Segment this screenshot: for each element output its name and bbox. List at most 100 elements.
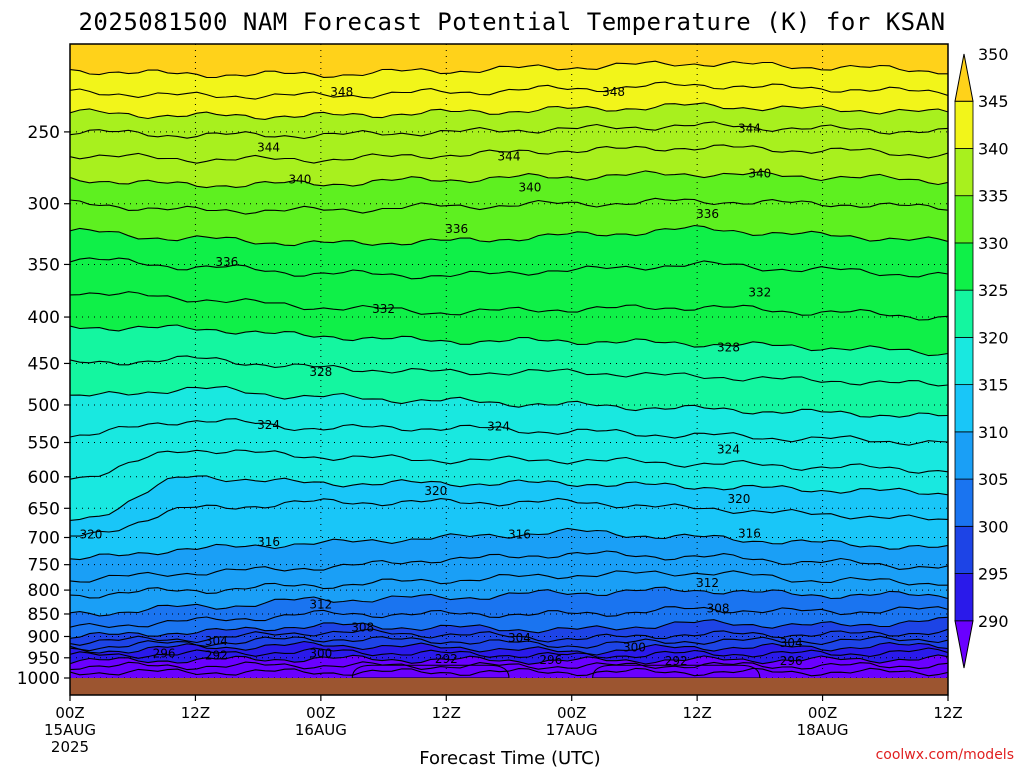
colorbar-tick-label: 315 <box>978 376 1009 395</box>
colorbar: 290 295 300 305 310 315 320 325 330 335 340 345 350 <box>954 45 1009 669</box>
contour-label-300: 300 <box>309 647 332 661</box>
contour-label-text: 324 <box>717 443 740 457</box>
x-tick-label: 12Z <box>432 704 461 722</box>
chart-title: 2025081500 NAM Forecast Potential Temper… <box>78 8 945 36</box>
contour-316 <box>70 527 948 561</box>
contour-label-328: 328 <box>717 340 740 354</box>
contour-line-layer <box>70 60 948 677</box>
contour-340 <box>70 170 948 189</box>
colorbar-tick-label: 300 <box>978 517 1009 536</box>
contour-label-320: 320 <box>424 484 447 498</box>
y-tick-label: 750 <box>28 556 60 576</box>
contour-label-324: 324 <box>257 418 280 432</box>
colorbar-tick-label: 335 <box>978 187 1009 206</box>
contour-label-text: 324 <box>487 419 510 433</box>
colorbar-swatch-340 <box>954 148 974 197</box>
contour-label-308: 308 <box>351 621 374 635</box>
contour-label-328: 328 <box>309 365 332 379</box>
contour-label-layer: 348 348 344 344 344 340 340 340 336 336 336 332 332 3… <box>79 85 802 668</box>
contour-350 <box>70 60 948 79</box>
contour-label-292: 292 <box>205 649 228 663</box>
contour-label-text: 316 <box>738 527 761 541</box>
colorbar-tick-label: 325 <box>978 281 1009 300</box>
contour-324 <box>70 418 948 446</box>
contour-326 <box>70 385 948 418</box>
x-tick-date: 17AUG <box>546 721 598 739</box>
colorbar-swatch-295 <box>954 573 974 622</box>
contour-label-text: 308 <box>707 601 730 615</box>
contour-336 <box>70 224 948 247</box>
contour-label-312: 312 <box>696 576 719 590</box>
contour-342 <box>70 144 948 164</box>
y-tick-label: 900 <box>28 627 60 647</box>
contour-label-text: 328 <box>309 365 332 379</box>
contour-label-text: 336 <box>445 222 468 236</box>
contour-296 <box>70 654 948 665</box>
contour-label-text: 296 <box>539 653 562 667</box>
contour-label-316: 316 <box>508 528 531 542</box>
colorbar-swatch-325 <box>954 289 974 338</box>
contour-label-292: 292 <box>435 652 458 666</box>
contour-label-text: 336 <box>696 207 719 221</box>
contour-302 <box>70 635 948 652</box>
x-axis-label: Forecast Time (UTC) <box>419 748 600 768</box>
colorbar-swatch-345 <box>954 100 974 149</box>
x-tick-year: 2025 <box>51 738 89 756</box>
contour-label-312: 312 <box>309 598 332 612</box>
colorbar-swatch-320 <box>954 336 974 386</box>
colorbar-tick-label: 295 <box>978 565 1009 584</box>
x-tick-label: 00Z <box>808 704 837 722</box>
colorbar-swatch-335 <box>954 195 974 244</box>
contour-label-text: 292 <box>435 652 458 666</box>
y-tick-label: 250 <box>28 123 60 143</box>
contour-label-text: 332 <box>372 302 395 316</box>
contour-label-text: 300 <box>309 647 332 661</box>
y-tick-label: 450 <box>28 354 60 374</box>
contour-label-348: 348 <box>602 85 625 99</box>
contour-label-text: 312 <box>696 576 719 590</box>
contour-label-text: 316 <box>508 528 531 542</box>
contour-label-text: 304 <box>508 631 531 645</box>
colorbar-swatch-330 <box>954 242 974 291</box>
contour-label-text: 312 <box>309 598 332 612</box>
y-tick-label: 400 <box>28 308 60 328</box>
contour-label-text: 340 <box>518 181 541 195</box>
x-tick-date: 15AUG <box>44 721 96 739</box>
contour-label-296: 296 <box>780 654 803 668</box>
contour-338 <box>70 197 948 215</box>
contour-328 <box>70 355 948 387</box>
contour-label-336: 336 <box>696 207 719 221</box>
contour-label-308: 308 <box>707 601 730 615</box>
contour-label-296: 296 <box>153 647 176 661</box>
contour-298 <box>70 647 948 659</box>
contour-label-304: 304 <box>780 636 803 650</box>
contour-label-332: 332 <box>748 286 771 300</box>
contour-348 <box>70 81 948 100</box>
colorbar-arrow-top <box>954 53 974 102</box>
y-tick-label: 300 <box>28 195 60 215</box>
contour-label-text: 304 <box>780 636 803 650</box>
contour-294 <box>70 661 948 671</box>
contour-label-320: 320 <box>79 528 102 542</box>
x-tick-date: 16AUG <box>295 721 347 739</box>
contour-label-320: 320 <box>727 492 750 506</box>
ground-surface <box>70 678 948 695</box>
contour-label-text: 336 <box>215 255 238 269</box>
contour-304 <box>70 628 948 646</box>
y-axis: 2503003504004505005506006507007508008509… <box>17 123 70 689</box>
contour-306 <box>70 616 948 639</box>
contour-300 <box>70 640 948 656</box>
y-tick-label: 550 <box>28 433 60 453</box>
colorbar-tick-label: 340 <box>978 139 1009 158</box>
contour-label-324: 324 <box>487 419 510 433</box>
contour-label-344: 344 <box>498 149 521 163</box>
colorbar-arrow-bottom <box>954 620 974 669</box>
contour-label-text: 300 <box>623 640 646 654</box>
contour-label-text: 304 <box>205 634 228 648</box>
y-tick-label: 800 <box>28 581 60 601</box>
contour-label-text: 296 <box>780 654 803 668</box>
x-tick-label: 12Z <box>181 704 210 722</box>
y-tick-label: 600 <box>28 468 60 488</box>
colorbar-tick-label: 305 <box>978 470 1009 489</box>
